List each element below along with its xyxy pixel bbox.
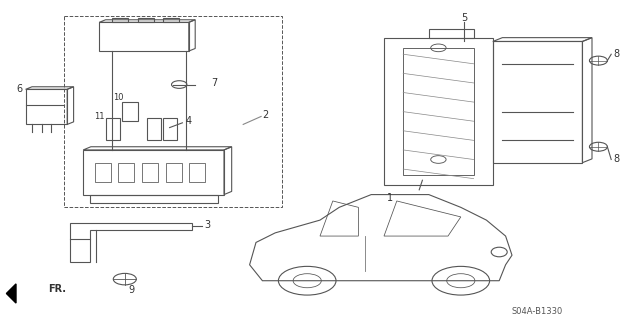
Text: 2: 2: [262, 110, 269, 120]
Text: 8: 8: [613, 154, 620, 165]
Text: 7: 7: [211, 78, 218, 88]
Polygon shape: [6, 284, 16, 303]
Text: FR.: FR.: [48, 284, 66, 294]
Text: S04A-B1330: S04A-B1330: [512, 307, 563, 315]
Text: 3: 3: [205, 220, 211, 230]
Text: 11: 11: [94, 112, 104, 121]
Text: 10: 10: [113, 93, 124, 102]
Text: 8: 8: [613, 49, 620, 59]
Text: 1: 1: [387, 193, 394, 203]
Text: 6: 6: [16, 84, 22, 94]
Text: 5: 5: [461, 12, 467, 23]
Text: 4: 4: [186, 116, 192, 126]
Text: 9: 9: [128, 285, 134, 295]
